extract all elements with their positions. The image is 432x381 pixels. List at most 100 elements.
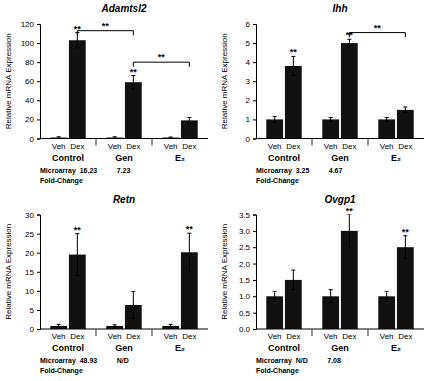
y-tick: 0.0 xyxy=(239,325,256,334)
figure: 020406080100120VehDexControlVehDexGenVeh… xyxy=(0,0,432,381)
y-tick: 15 xyxy=(25,268,40,277)
footnote: Microarray N/D 7.08 xyxy=(256,357,341,365)
bracket-label: ** xyxy=(158,52,166,62)
error-bar-cap xyxy=(187,123,191,124)
error-bar-cap xyxy=(273,122,277,123)
marks xyxy=(50,33,197,139)
bracket-line xyxy=(349,33,405,38)
x-tick-label: Dex xyxy=(182,142,196,151)
y-tick: 2 xyxy=(246,96,256,105)
y-axis-label: Relative mRNA Expression xyxy=(220,224,229,320)
group-separator xyxy=(368,329,369,336)
error-bar xyxy=(291,56,295,75)
group-separator xyxy=(96,139,97,146)
significance-label: ** xyxy=(346,206,354,216)
x-axis-line xyxy=(40,138,208,139)
y-tick-label: 0 xyxy=(30,135,35,144)
plot-area: 0.00.51.01.52.02.53.03.5VehDexControlVeh… xyxy=(220,194,424,376)
error-bar-cap xyxy=(347,247,351,248)
error-bar-cap xyxy=(169,137,173,138)
y-tick-mark xyxy=(253,100,256,101)
x-tick-label: Veh xyxy=(380,332,394,341)
y-tick: 4 xyxy=(246,58,256,67)
error-bar-cap xyxy=(113,327,117,328)
group-label: Control xyxy=(52,153,84,163)
y-axis: 020406080100120 xyxy=(21,20,41,144)
y-tick: 3 xyxy=(246,77,256,86)
bar xyxy=(397,247,414,329)
y-tick: 1 xyxy=(246,115,256,124)
x-tick-label: Veh xyxy=(164,142,178,151)
y-tick-mark xyxy=(253,329,256,330)
group-label: E₂ xyxy=(391,343,401,353)
x-axis-line xyxy=(256,329,424,330)
x-tick-label: Dex xyxy=(286,332,300,341)
x-axis-line xyxy=(256,138,424,139)
error-bar xyxy=(385,118,389,122)
error-bar-cap xyxy=(329,121,333,122)
error-bar-cap xyxy=(385,121,389,122)
group-label: Control xyxy=(268,153,300,163)
footnote: Microarray 48.93 N/D xyxy=(40,357,129,365)
y-axis-line xyxy=(37,215,41,330)
y-tick-mark xyxy=(253,313,256,314)
footnote: Fold-Change xyxy=(40,177,83,185)
y-tick-mark xyxy=(253,43,256,44)
y-tick-label: 0.0 xyxy=(239,325,251,334)
bracket xyxy=(77,31,133,36)
y-tick-mark xyxy=(37,81,40,82)
x-tick-label: Veh xyxy=(108,332,122,341)
group-label: Gen xyxy=(115,153,133,163)
group-label: Gen xyxy=(331,153,349,163)
bar xyxy=(266,296,283,329)
error-bar-line xyxy=(274,117,275,123)
x-tick-label: Veh xyxy=(324,142,338,151)
y-tick-label: 10 xyxy=(25,287,34,296)
y-tick: 60 xyxy=(25,77,40,86)
error-bar-cap xyxy=(75,47,79,48)
y-tick: 6 xyxy=(246,20,256,29)
error-bar-line xyxy=(274,291,275,301)
error-bar xyxy=(347,215,351,248)
error-bar-line xyxy=(189,118,190,124)
x-tick-label: Veh xyxy=(108,142,122,151)
error-bar-cap xyxy=(273,301,277,302)
group-label: Gen xyxy=(331,343,349,353)
error-bar xyxy=(403,236,407,259)
error-bar xyxy=(75,234,79,276)
error-bar-cap xyxy=(131,88,135,89)
error-bar-cap xyxy=(57,136,61,137)
y-tick: 30 xyxy=(25,211,40,220)
y-tick-label: 0.5 xyxy=(239,309,251,318)
bar xyxy=(378,119,395,138)
y-tick-label: 3 xyxy=(246,77,251,86)
bar xyxy=(341,43,358,138)
x-tick-label: Veh xyxy=(380,142,394,151)
y-tick-mark xyxy=(253,215,256,216)
significance-label: ** xyxy=(290,47,298,57)
error-bar-line xyxy=(349,39,350,47)
x-tick-label: Dex xyxy=(342,142,356,151)
y-axis: 051015202530 xyxy=(25,211,40,335)
y-tick: 5 xyxy=(246,39,256,48)
y-tick-label: 2.0 xyxy=(239,260,251,269)
error-bar-cap xyxy=(329,302,333,303)
significance-label: ** xyxy=(186,224,194,234)
y-tick-label: 0 xyxy=(246,135,251,144)
group-label: Control xyxy=(52,343,84,353)
x-tick-label: Veh xyxy=(268,142,282,151)
y-tick: 0 xyxy=(30,325,40,334)
footnote: Fold-Change xyxy=(40,367,83,375)
x-tick-label: Dex xyxy=(342,332,356,341)
y-tick-mark xyxy=(37,100,40,101)
error-bar xyxy=(169,324,173,327)
y-tick-mark xyxy=(37,139,40,140)
error-bar-cap xyxy=(403,258,407,259)
x-tick-label: Dex xyxy=(286,142,300,151)
y-tick-mark xyxy=(253,264,256,265)
plot-area: 051015202530VehDexControlVehDexGenVehDex… xyxy=(4,194,208,376)
y-tick-mark xyxy=(37,234,40,235)
footnote: Fold-Change xyxy=(256,177,299,185)
error-bar xyxy=(291,270,295,290)
y-tick: 20 xyxy=(25,249,40,258)
